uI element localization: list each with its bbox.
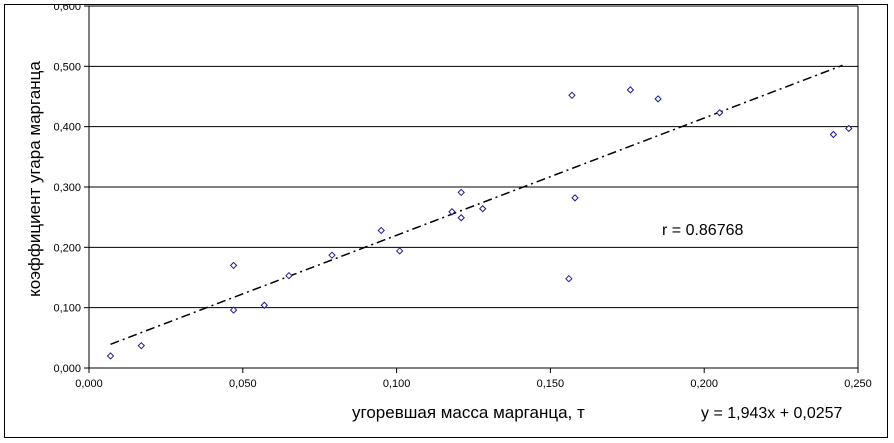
x-axis-label: угоревшая масса марганца, т: [352, 403, 585, 422]
y-tick-label: 0,500: [53, 61, 81, 73]
data-point: [654, 95, 662, 103]
trendline-group: [110, 64, 843, 345]
y-tick-label: 0,600: [53, 5, 81, 13]
regression-equation: y = 1,943x + 0,0257: [701, 405, 843, 422]
data-point: [285, 271, 293, 280]
data-point: [571, 194, 579, 202]
y-axis-label: коэффициент угара марганца: [25, 61, 44, 297]
data-point: [568, 91, 576, 100]
data-point: [377, 226, 385, 235]
correlation-annotation: r = 0.86768: [662, 222, 744, 239]
data-point: [626, 86, 635, 94]
data-point: [845, 124, 853, 133]
x-tick-label: 0,200: [690, 378, 718, 390]
y-tick-label: 0,200: [53, 242, 81, 254]
axes: [84, 5, 859, 373]
data-point: [715, 109, 724, 117]
chart-frame: 0,000 0,100 0,200 0,300 0,400 0,500 0,600 0,00…: [4, 4, 888, 438]
data-point: [106, 352, 115, 360]
y-tick-label: 0,100: [53, 303, 81, 315]
data-point: [328, 251, 336, 259]
scatter-chart: 0,000 0,100 0,200 0,300 0,400 0,500 0,600 0,00…: [25, 5, 872, 422]
data-point: [565, 274, 573, 283]
x-tick-label: 0,050: [229, 378, 257, 390]
data-points: [106, 86, 853, 360]
y-tick-label: 0,000: [53, 363, 81, 375]
x-tick-label: 0,150: [537, 378, 565, 390]
trendline: [110, 64, 843, 345]
y-tick-label: 0,400: [53, 122, 81, 134]
x-tick-labels: 0,000 0,050 0,100 0,150 0,200 0,250: [75, 378, 872, 390]
data-point: [395, 247, 404, 255]
data-point: [457, 188, 465, 197]
data-point: [229, 261, 238, 270]
data-point: [479, 205, 487, 213]
x-tick-label: 0,000: [75, 378, 103, 390]
data-point: [260, 301, 269, 309]
data-point: [448, 208, 456, 216]
data-point: [229, 306, 238, 314]
data-point: [457, 214, 465, 222]
x-tick-label: 0,250: [844, 378, 872, 390]
gridlines: [89, 5, 858, 309]
y-tick-label: 0,300: [53, 182, 81, 194]
y-tick-labels: 0,000 0,100 0,200 0,300 0,400 0,500 0,600: [53, 5, 81, 375]
data-point: [137, 341, 145, 350]
data-point: [829, 130, 838, 139]
x-tick-label: 0,100: [383, 378, 411, 390]
